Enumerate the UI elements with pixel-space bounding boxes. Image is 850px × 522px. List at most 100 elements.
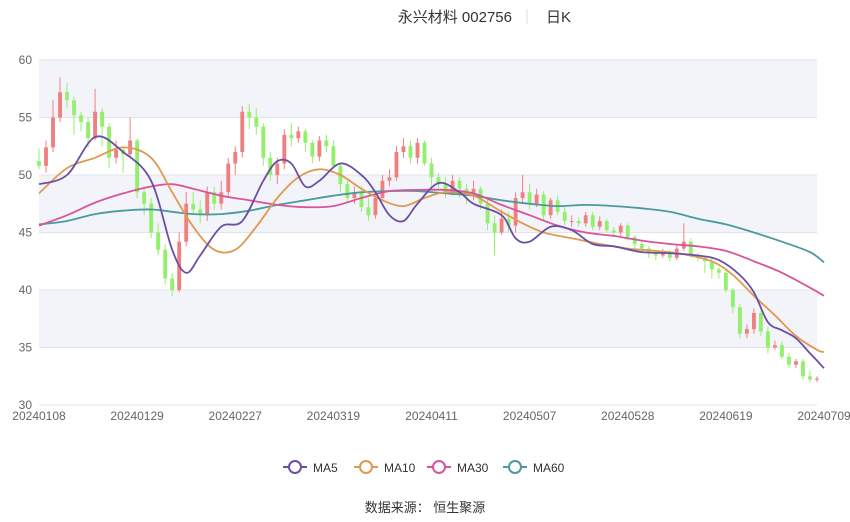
candle — [261, 123, 266, 166]
x-tick-label: 20240129 — [110, 409, 164, 423]
candle — [422, 140, 427, 166]
candle — [114, 140, 119, 164]
chart-period: 日K — [546, 9, 571, 26]
candle-body — [604, 221, 609, 231]
background-bands — [39, 60, 817, 348]
candle-body — [499, 218, 504, 233]
candle-body — [773, 345, 777, 348]
candle-body — [58, 92, 62, 118]
candle — [359, 186, 364, 212]
candle — [44, 140, 48, 173]
candle-body — [751, 313, 756, 330]
candle — [149, 198, 154, 239]
candle-body — [303, 131, 308, 143]
chart-title: 永兴材料 002756 — [398, 9, 512, 26]
candle-body — [310, 142, 315, 157]
candle — [716, 267, 721, 279]
candle — [436, 172, 441, 189]
source-note: 数据来源： 恒生聚源 — [365, 500, 486, 515]
candle — [317, 135, 322, 162]
candle-body — [93, 111, 97, 139]
candle — [37, 148, 41, 170]
y-axis: 30 35 40 45 50 55 60 — [19, 53, 33, 412]
candle-body — [114, 149, 119, 158]
candle-body — [282, 134, 287, 164]
candle — [212, 186, 217, 210]
candle-body — [766, 331, 770, 348]
legend-label-ma30: MA30 — [457, 461, 489, 475]
candle — [443, 177, 448, 198]
candle-body — [780, 345, 784, 357]
candle — [387, 169, 392, 187]
candle-body — [380, 180, 385, 198]
x-tick-label: 20240227 — [209, 409, 263, 423]
candle — [65, 83, 69, 109]
grid-lines — [39, 59, 817, 406]
candle-body — [576, 221, 581, 224]
candle-body — [247, 111, 252, 118]
candle-body — [51, 117, 55, 148]
candle-body — [324, 140, 329, 147]
candle — [801, 359, 805, 380]
candle — [254, 108, 259, 135]
y-tick-label: 50 — [19, 168, 33, 182]
candle-body — [520, 192, 525, 198]
candle — [163, 244, 168, 285]
candle-body — [65, 92, 69, 101]
candle — [135, 138, 140, 198]
candle — [773, 340, 777, 350]
candle-body — [268, 157, 273, 175]
candle — [415, 138, 420, 164]
legend-item-ma30[interactable]: MA30 — [427, 460, 489, 475]
candle-body — [562, 211, 567, 221]
candle — [233, 146, 238, 175]
candle-body — [275, 163, 280, 175]
candle-body — [415, 142, 420, 158]
candle-body — [794, 361, 798, 365]
candle — [310, 140, 315, 164]
candle-body — [632, 237, 637, 244]
candle-body — [716, 269, 721, 273]
candle — [751, 308, 756, 334]
candle — [296, 126, 301, 143]
candle — [632, 234, 637, 249]
candle — [569, 215, 574, 227]
candle-body — [72, 100, 76, 116]
candle — [576, 217, 581, 227]
candle-body — [205, 192, 210, 216]
candle-body — [611, 230, 616, 233]
y-tick-label: 35 — [19, 341, 33, 355]
legend-item-ma60[interactable]: MA60 — [503, 460, 565, 475]
candle — [674, 244, 679, 261]
candle-body — [801, 361, 805, 377]
candle-body — [759, 313, 763, 332]
candle-body — [219, 192, 224, 204]
candle-body — [163, 249, 168, 279]
candle-body — [667, 252, 672, 258]
candle — [198, 200, 203, 224]
candle-body — [688, 241, 693, 256]
candle-body — [142, 192, 147, 204]
candle — [618, 223, 623, 236]
legend-item-ma10[interactable]: MA10 — [354, 460, 416, 475]
y-tick-label: 45 — [19, 226, 33, 240]
band-55-60 — [39, 60, 817, 118]
candle — [766, 326, 770, 354]
candle-body — [373, 198, 378, 216]
candle-body — [737, 307, 742, 334]
candle-body — [625, 225, 630, 238]
ma60-line — [38, 189, 825, 264]
ma5-line — [38, 135, 825, 369]
candle-body — [191, 203, 196, 210]
candle-body — [226, 163, 231, 193]
legend-item-ma5[interactable]: MA5 — [283, 460, 338, 475]
candle — [492, 215, 497, 256]
candle — [170, 272, 175, 296]
candle — [597, 216, 602, 231]
x-tick-label: 20240319 — [307, 409, 361, 423]
candle-body — [815, 378, 819, 380]
legend-swatch-ma30-dot — [432, 460, 446, 474]
candle-body — [513, 198, 518, 226]
